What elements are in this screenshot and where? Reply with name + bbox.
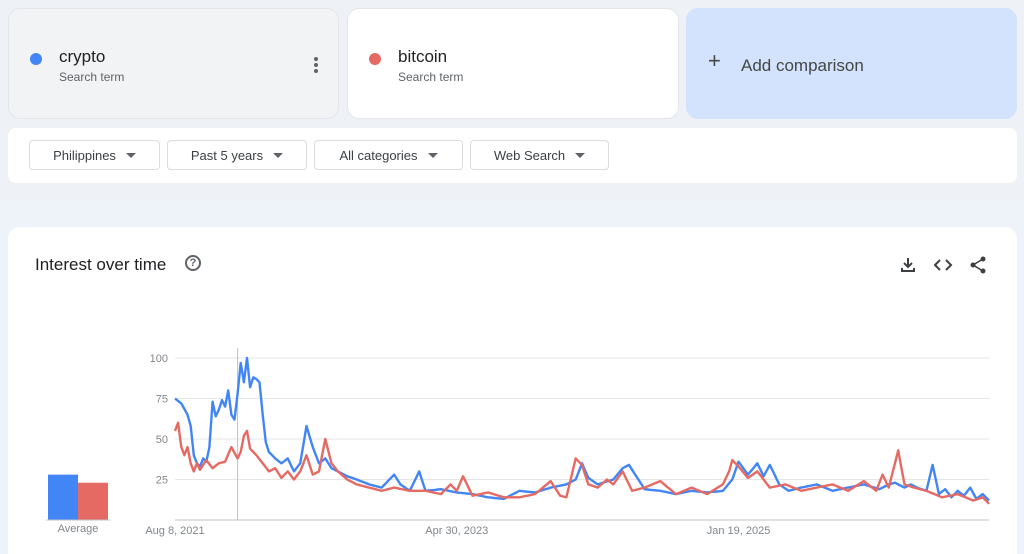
- term-name-crypto[interactable]: crypto: [59, 47, 106, 66]
- add-comparison-label: Add comparison: [741, 56, 864, 75]
- y-tick-label-75: 75: [156, 394, 168, 406]
- interest-chart: 25 50 75 100 Aug 8, 2021 Apr 30, 2023 Jan 19, …: [46, 348, 990, 537]
- download-icon[interactable]: [898, 255, 918, 275]
- crypto-color-dot: [30, 53, 42, 65]
- region-filter[interactable]: Philippines: [29, 140, 160, 170]
- term-sub-crypto: Search term: [59, 70, 125, 84]
- help-icon[interactable]: ?: [185, 255, 201, 271]
- add-comparison-button[interactable]: + Add comparison: [686, 8, 1017, 119]
- property-filter-label: Web Search: [493, 147, 566, 163]
- term-card-bitcoin[interactable]: bitcoin Search term: [347, 8, 679, 119]
- term-card-crypto[interactable]: crypto Search term: [8, 8, 339, 119]
- caret-down-icon: [273, 152, 284, 158]
- average-bar-bitcoin: [78, 482, 108, 520]
- y-tick-label-50: 50: [156, 434, 168, 446]
- category-filter-label: All categories: [339, 147, 418, 163]
- share-icon[interactable]: [968, 255, 988, 275]
- bitcoin-color-dot: [369, 53, 381, 65]
- property-filter[interactable]: Web Search: [470, 140, 609, 170]
- y-tick-label-100: 100: [150, 353, 168, 365]
- embed-code-icon[interactable]: [933, 255, 953, 275]
- x-tick-label-2: Jan 19, 2025: [707, 525, 771, 537]
- time-filter[interactable]: Past 5 years: [167, 140, 307, 170]
- more-vert-icon[interactable]: [314, 57, 318, 73]
- caret-down-icon: [427, 152, 438, 158]
- region-filter-label: Philippines: [53, 147, 116, 163]
- average-label: Average: [58, 523, 99, 535]
- y-tick-label-25: 25: [156, 475, 168, 487]
- term-sub-bitcoin: Search term: [398, 70, 464, 84]
- interest-over-time-panel: Interest over time ? 25 50 75 100 Aug 8, 202…: [8, 227, 1017, 554]
- series-line-bitcoin: [173, 421, 990, 505]
- average-bar-crypto: [48, 474, 78, 520]
- plus-icon: +: [708, 48, 721, 73]
- x-tick-label-0: Aug 8, 2021: [145, 525, 204, 537]
- time-filter-label: Past 5 years: [190, 147, 264, 163]
- caret-down-icon: [125, 152, 136, 158]
- caret-down-icon: [575, 152, 586, 158]
- filter-bar: Philippines Past 5 years All categories …: [8, 128, 1017, 183]
- x-tick-label-1: Apr 30, 2023: [425, 525, 488, 537]
- term-name-bitcoin[interactable]: bitcoin: [398, 47, 448, 66]
- panel-title: Interest over time: [35, 255, 167, 274]
- category-filter[interactable]: All categories: [314, 140, 463, 170]
